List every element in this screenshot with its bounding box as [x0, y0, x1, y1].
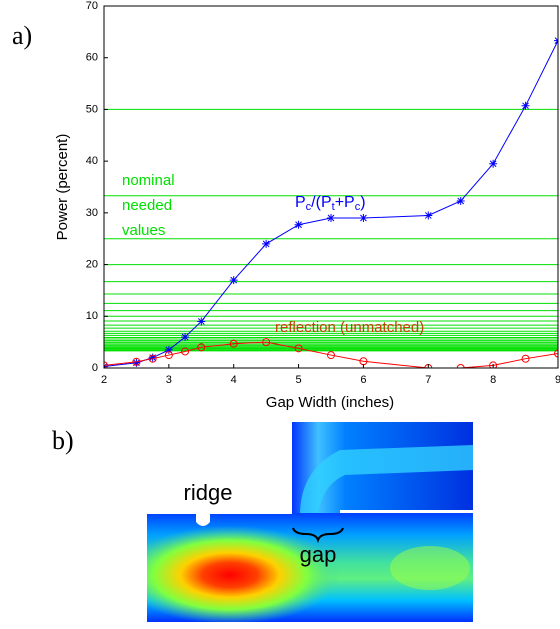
marker [424, 211, 432, 219]
y-tick-label: 70 [86, 0, 98, 12]
y-tick-label: 40 [86, 155, 98, 167]
annotation: needed [122, 197, 172, 214]
annotation: values [122, 222, 165, 239]
x-tick-label: 9 [555, 374, 560, 386]
x-tick-label: 3 [166, 374, 172, 386]
marker [359, 214, 367, 222]
y-tick-label: 30 [86, 207, 98, 219]
marker [295, 221, 303, 229]
annotation: nominal [122, 172, 175, 189]
marker [230, 276, 238, 284]
series-label: Pc/(Pt+Pc) [295, 194, 366, 213]
y-tick-label: 20 [86, 258, 98, 270]
y-tick-label: 10 [86, 310, 98, 322]
septum [340, 510, 473, 513]
plot: nominal needed values 0 10 20 30 40 50 60 70 2 3 4 5 6 7… [86, 0, 560, 386]
marker [197, 317, 205, 325]
panel-label: a) [12, 21, 32, 50]
label-part: ) [360, 194, 365, 211]
marker [262, 240, 270, 248]
image-label: gap [300, 542, 337, 567]
x-tick-label: 2 [101, 374, 107, 386]
label-part: +P [335, 194, 355, 211]
y-axis-label: Power (percent) [54, 134, 71, 241]
panel-label: b) [52, 426, 74, 455]
marker [181, 333, 189, 341]
image-label: ridge [184, 480, 233, 505]
label-part: /(P [311, 194, 331, 211]
marker [457, 197, 465, 205]
marker [327, 214, 335, 222]
x-axis-label: Gap Width (inches) [266, 394, 394, 411]
field-lobe [390, 546, 470, 590]
y-tick-label: 50 [86, 103, 98, 115]
y-tick-label: 0 [92, 362, 98, 374]
x-tick-label: 6 [360, 374, 366, 386]
label-part: P [295, 194, 306, 211]
x-tick-label: 5 [296, 374, 302, 386]
x-tick-label: 4 [231, 374, 237, 386]
x-tick-label: 8 [490, 374, 496, 386]
marker [522, 102, 530, 110]
x-tick-label: 7 [425, 374, 431, 386]
marker [489, 160, 497, 168]
field-image [147, 422, 473, 622]
series-label: reflection (unmatched) [275, 319, 424, 336]
y-tick-label: 60 [86, 52, 98, 64]
